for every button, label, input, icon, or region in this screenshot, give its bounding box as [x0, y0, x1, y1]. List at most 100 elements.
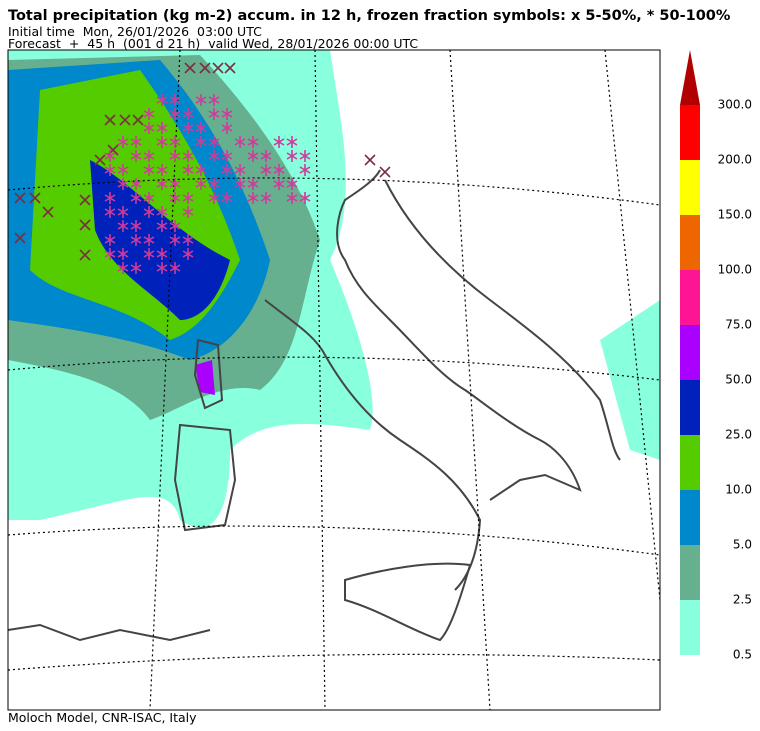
colorbar-segment: [680, 545, 700, 600]
snow-star: [195, 136, 207, 148]
colorbar-label: 5.0: [733, 538, 752, 552]
snow-star: [156, 220, 168, 232]
snow-star: [247, 150, 259, 162]
snow-cross: [94, 154, 106, 166]
snow-star: [195, 164, 207, 176]
snow-star: [156, 248, 168, 260]
snow-star: [182, 192, 194, 204]
snow-star: [169, 108, 181, 120]
snow-star: [143, 122, 155, 134]
snow-star: [117, 220, 129, 232]
colorbar-label: 100.0: [718, 263, 752, 277]
map-frame: [7, 49, 661, 711]
snow-star: [117, 262, 129, 274]
snow-star: [182, 150, 194, 162]
snow-star: [143, 108, 155, 120]
snow-star: [143, 234, 155, 246]
colorbar-label: 50.0: [725, 373, 752, 387]
snow-star: [247, 136, 259, 148]
title: Total precipitation (kg m-2) accum. in 1…: [8, 8, 731, 24]
snow-star: [169, 220, 181, 232]
snow-star: [208, 108, 220, 120]
snow-star: [182, 164, 194, 176]
snow-star: [221, 108, 233, 120]
snow-star: [286, 192, 298, 204]
snow-star: [299, 150, 311, 162]
snow-star: [221, 150, 233, 162]
snow-star: [234, 178, 246, 190]
snow-star: [221, 122, 233, 134]
snow-cross: [364, 154, 376, 166]
snow-star: [286, 150, 298, 162]
snow-star: [169, 262, 181, 274]
snow-cross: [79, 194, 91, 206]
snow-star: [104, 150, 116, 162]
snow-star: [130, 192, 142, 204]
snow-star: [156, 136, 168, 148]
colorbar-segment: [680, 160, 700, 215]
snow-star: [182, 122, 194, 134]
snow-cross: [379, 166, 391, 178]
snow-star: [130, 262, 142, 274]
snow-star: [156, 94, 168, 106]
snow-star: [143, 248, 155, 260]
snow-cross: [224, 62, 236, 74]
snow-star: [195, 94, 207, 106]
snow-star: [182, 234, 194, 246]
colorbar-segment: [680, 270, 700, 325]
snow-star: [208, 136, 220, 148]
snow-star: [169, 192, 181, 204]
snow-star: [130, 178, 142, 190]
forecast-time: Forecast + 45 h (001 d 21 h) valid Wed, …: [8, 36, 419, 51]
snow-star: [117, 136, 129, 148]
snow-star: [130, 136, 142, 148]
colorbar-extension: [680, 50, 700, 105]
snow-cross: [14, 232, 26, 244]
snow-star: [104, 206, 116, 218]
snow-star: [169, 94, 181, 106]
snow-star: [117, 178, 129, 190]
snow-star: [273, 178, 285, 190]
snow-cross: [119, 114, 131, 126]
snow-star: [156, 164, 168, 176]
snow-star: [117, 248, 129, 260]
footer: Moloch Model, CNR-ISAC, Italy: [8, 710, 197, 725]
snow-star: [286, 178, 298, 190]
colorbar-segment: [680, 435, 700, 490]
frozen-symbols: [14, 62, 391, 274]
coastlines: [8, 169, 621, 642]
precipitation-field: [8, 50, 660, 528]
colorbar-segment: [680, 325, 700, 380]
colorbar-segment: [680, 380, 700, 435]
snow-star: [221, 164, 233, 176]
colorbar-segment: [680, 105, 700, 160]
colorbar-segment: [680, 600, 700, 655]
snow-star: [104, 164, 116, 176]
snow-star: [104, 248, 116, 260]
snow-star: [104, 192, 116, 204]
snow-cross: [212, 62, 224, 74]
colorbar-segment: [680, 215, 700, 270]
colorbar-label: 75.0: [725, 318, 752, 332]
snow-star: [208, 150, 220, 162]
snow-cross: [79, 249, 91, 261]
snow-cross: [184, 62, 196, 74]
snow-cross: [42, 206, 54, 218]
snow-star: [143, 192, 155, 204]
snow-star: [208, 192, 220, 204]
colorbar-label: 2.5: [733, 593, 752, 607]
snow-cross: [29, 192, 41, 204]
snow-star: [260, 192, 272, 204]
snow-star: [156, 122, 168, 134]
snow-star: [208, 178, 220, 190]
snow-star: [260, 150, 272, 162]
snow-star: [260, 164, 272, 176]
initial-time: Initial time Mon, 26/01/2026 03:00 UTC: [8, 24, 262, 39]
snow-star: [195, 178, 207, 190]
snow-star: [273, 136, 285, 148]
snow-star: [169, 136, 181, 148]
colorbar-label: 200.0: [718, 153, 752, 167]
colorbar-label: 0.5: [733, 648, 752, 662]
snow-star: [117, 206, 129, 218]
snow-star: [130, 220, 142, 232]
